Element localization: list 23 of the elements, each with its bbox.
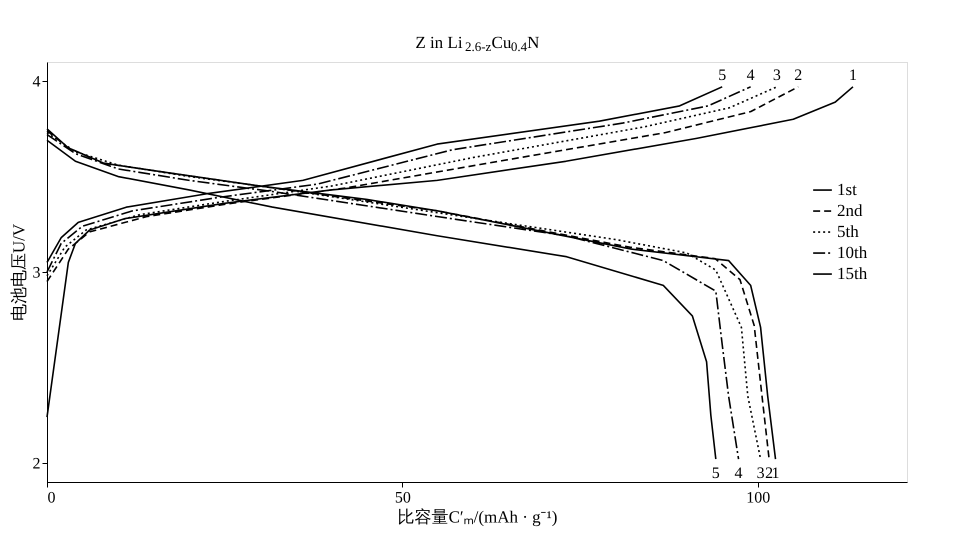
- annotation: 3: [772, 66, 781, 84]
- legend-label: 1st: [837, 180, 858, 200]
- annotation: 1: [848, 66, 857, 84]
- x-tick-label: 50: [394, 490, 411, 506]
- x-axis-title: 比容量C′ₘ/(mAh · g⁻¹): [398, 508, 558, 526]
- legend-label: 5th: [837, 222, 860, 242]
- x-tick-label: 0: [48, 490, 56, 506]
- annotation: 4: [746, 66, 755, 84]
- x-tick-label: 100: [746, 490, 770, 506]
- annotation: 2: [765, 465, 774, 482]
- y-axis-title: 电池电压U/V: [10, 223, 28, 322]
- legend-label: 10th: [837, 243, 868, 262]
- legend-label: 15th: [837, 264, 868, 284]
- annotation: 5: [718, 66, 726, 84]
- annotation: 4: [734, 465, 743, 482]
- annotation: 5: [712, 465, 720, 482]
- legend-label: 2nd: [837, 201, 863, 220]
- annotation: 1: [772, 465, 780, 482]
- y-tick-label: 3: [32, 264, 40, 282]
- y-tick-label: 2: [32, 455, 40, 472]
- y-tick-label: 4: [32, 74, 40, 91]
- annotation: 2: [794, 66, 802, 84]
- annotation: 3: [756, 465, 765, 482]
